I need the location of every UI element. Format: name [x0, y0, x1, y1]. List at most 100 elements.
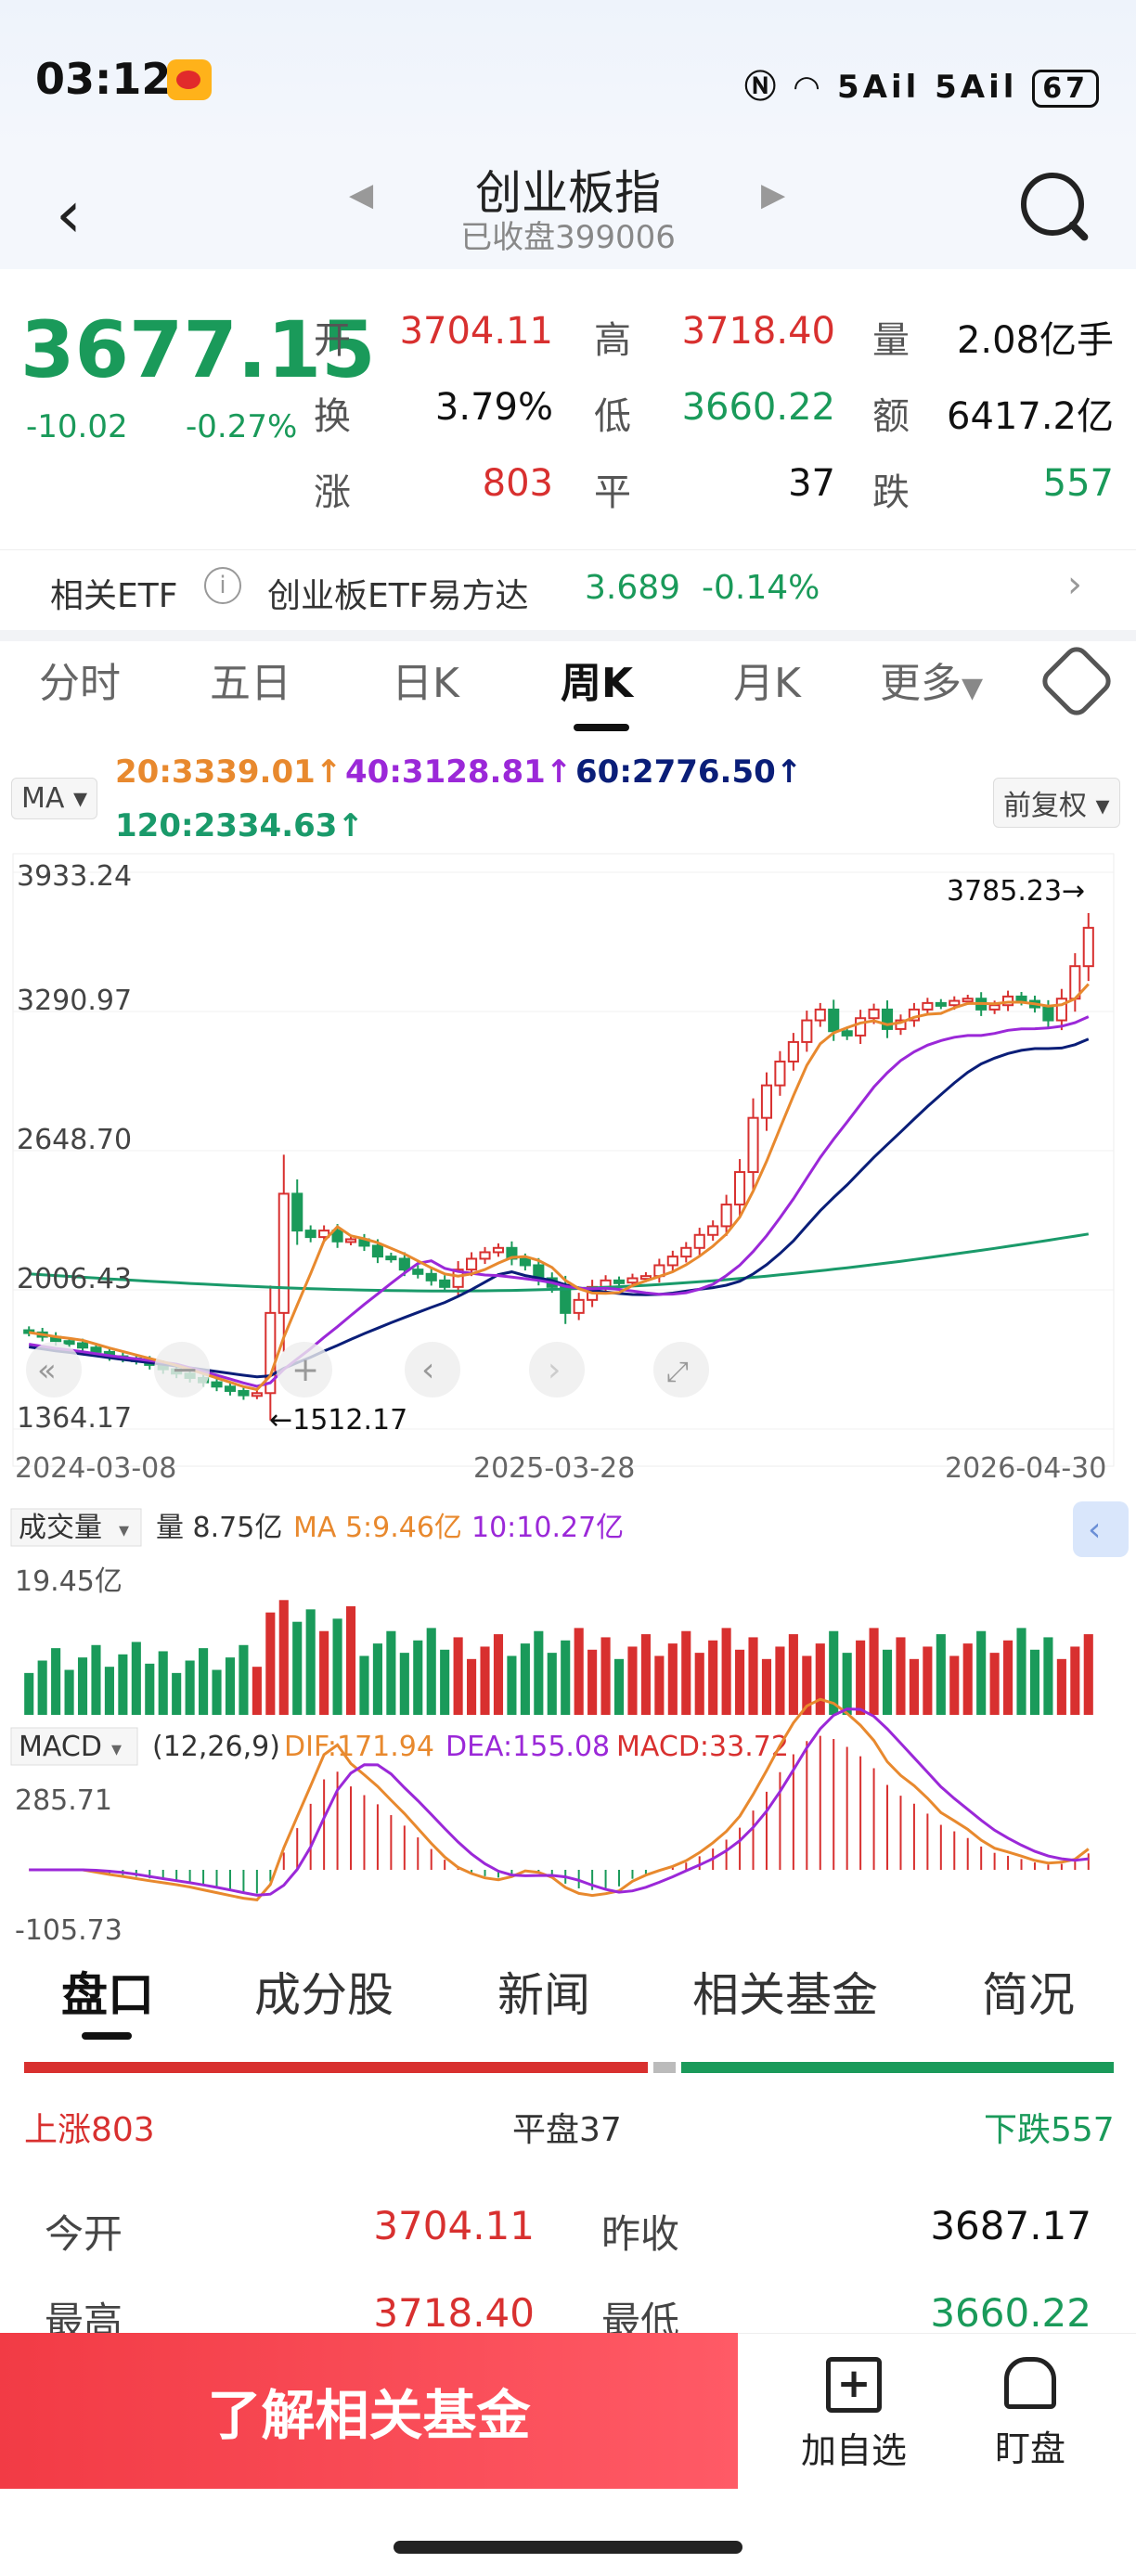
volume-bar: [708, 1640, 718, 1715]
y-tick-label: 2006.43: [17, 1263, 132, 1295]
etf-name: 创业板ETF易方达: [267, 577, 529, 615]
candle-body: [962, 998, 974, 1003]
candle-body: [304, 1230, 316, 1239]
volume-bar: [359, 1655, 369, 1715]
etf-price: 3.689: [585, 569, 681, 607]
tab-constituents[interactable]: 成分股: [254, 1968, 394, 2022]
candle-body: [1042, 1006, 1054, 1022]
tab-related-funds[interactable]: 相关基金: [692, 1968, 878, 2022]
candle-body: [988, 1004, 1000, 1011]
ma20-value: 20:3339.01↑: [115, 753, 342, 791]
volume-bar: [681, 1630, 691, 1715]
prev-index-icon[interactable]: ◀: [349, 176, 374, 213]
volume-bar: [735, 1649, 745, 1715]
ma-lines-layer: [28, 983, 1090, 1392]
max-price-label: 3785.23→: [947, 875, 1085, 908]
candle-body: [720, 1204, 732, 1228]
volume-bar: [480, 1646, 490, 1715]
macd-dif: DIF:171.94: [284, 1731, 434, 1763]
learn-funds-button[interactable]: 了解相关基金: [0, 2333, 738, 2489]
volume-bar: [829, 1630, 839, 1715]
zoom-in-button[interactable]: [277, 1342, 332, 1397]
scroll-left-button[interactable]: [405, 1342, 460, 1397]
macd-selector[interactable]: [10, 1727, 138, 1766]
tab-five-day[interactable]: 五日: [210, 660, 291, 707]
volume-bar: [1043, 1637, 1053, 1715]
scroll-right-button[interactable]: [529, 1342, 585, 1397]
candle-body: [452, 1269, 464, 1288]
zoom-left-button[interactable]: [26, 1342, 82, 1397]
flat-count: 37: [788, 462, 835, 505]
settings-icon[interactable]: [1037, 641, 1117, 721]
y-tick-label: 3933.24: [17, 860, 132, 893]
volume-bar: [761, 1658, 772, 1715]
last-price: 3677.15: [20, 304, 376, 395]
volume-bar: [654, 1655, 665, 1715]
status-time: 03:12: [35, 54, 172, 104]
candle-body: [291, 1192, 303, 1232]
volume-bar: [869, 1628, 879, 1715]
tab-daily-k[interactable]: 日K: [392, 660, 459, 707]
volume-bar: [332, 1618, 342, 1715]
volume-bars: [24, 1600, 1093, 1715]
add-watchlist-button[interactable]: + 加自选: [770, 2348, 937, 2478]
tab-profile[interactable]: 简况: [982, 1968, 1075, 2022]
info-icon[interactable]: i: [204, 567, 241, 604]
monitor-label: 盯盘: [994, 2428, 1065, 2469]
today-open-label: 今开: [45, 2211, 123, 2257]
price-change: -10.02: [26, 408, 128, 445]
candle-body: [774, 1060, 786, 1087]
chart-controls: « − + ‹ › ⤢: [26, 1342, 709, 1397]
next-index-icon[interactable]: ▶: [761, 176, 786, 213]
collapse-panel-button[interactable]: [1073, 1501, 1129, 1557]
volume-bar: [265, 1612, 276, 1715]
tab-intraday[interactable]: 分时: [39, 660, 121, 707]
tab-monthly-k[interactable]: 月K: [733, 660, 801, 707]
monitor-button[interactable]: 盯盘: [947, 2348, 1114, 2478]
fullscreen-button[interactable]: [653, 1342, 709, 1397]
battery-icon: 67: [1032, 70, 1099, 108]
adjust-selector[interactable]: 前复权 ▾: [993, 778, 1120, 828]
kline-chart[interactable]: 3933.24 3290.97 2648.70 2006.43 1364.17 3785…: [0, 742, 1136, 1949]
volume-bar: [292, 1621, 303, 1715]
search-icon[interactable]: [1021, 173, 1084, 236]
volume-bar: [278, 1600, 289, 1715]
volume-selector[interactable]: [10, 1508, 142, 1547]
volume-bar: [212, 1669, 222, 1715]
candle-body: [1055, 998, 1067, 1022]
active-tab-indicator: [574, 724, 629, 731]
tab-handicap[interactable]: 盘口: [61, 1968, 154, 2022]
volume-bar: [694, 1653, 704, 1715]
volume-bar: [748, 1637, 758, 1715]
tab-weekly-k[interactable]: 周K: [561, 660, 634, 707]
candle-body: [881, 1008, 894, 1030]
volume-bar: [386, 1630, 396, 1715]
volume-ma5: MA 5:9.46亿: [293, 1512, 462, 1544]
flat-label: 平: [594, 471, 631, 514]
candle-body: [318, 1230, 330, 1239]
signal-icon: 5Ail 5Ail: [837, 69, 1018, 106]
volume-bar: [1056, 1658, 1066, 1715]
volume-bar: [51, 1648, 61, 1715]
adjust-label: 前复权: [1003, 790, 1087, 822]
volume-bar: [77, 1657, 88, 1715]
volume-bar: [923, 1646, 933, 1715]
ma-selector[interactable]: MA ▾: [11, 778, 98, 819]
volume-bar: [172, 1672, 182, 1715]
related-etf-bar[interactable]: 相关ETF i 创业板ETF易方达 3.689 -0.14% ›: [0, 549, 1136, 641]
breadth-up-bar: [24, 2062, 648, 2073]
candle-body: [828, 1008, 840, 1033]
candle-body: [344, 1238, 357, 1243]
zoom-out-button[interactable]: [154, 1342, 210, 1397]
tab-more[interactable]: 更多▼: [880, 650, 983, 709]
tab-news[interactable]: 新闻: [497, 1968, 590, 2022]
bottom-tab-indicator: [82, 2032, 132, 2040]
volume-bar: [613, 1658, 625, 1715]
volume-bar: [104, 1667, 114, 1715]
volume-bar: [252, 1667, 262, 1715]
volume-label: 成交量: [19, 1512, 102, 1544]
volume-bar: [239, 1644, 249, 1715]
volume-bar: [453, 1637, 463, 1715]
volume-bar: [158, 1651, 168, 1715]
back-icon[interactable]: ‹: [56, 176, 82, 252]
